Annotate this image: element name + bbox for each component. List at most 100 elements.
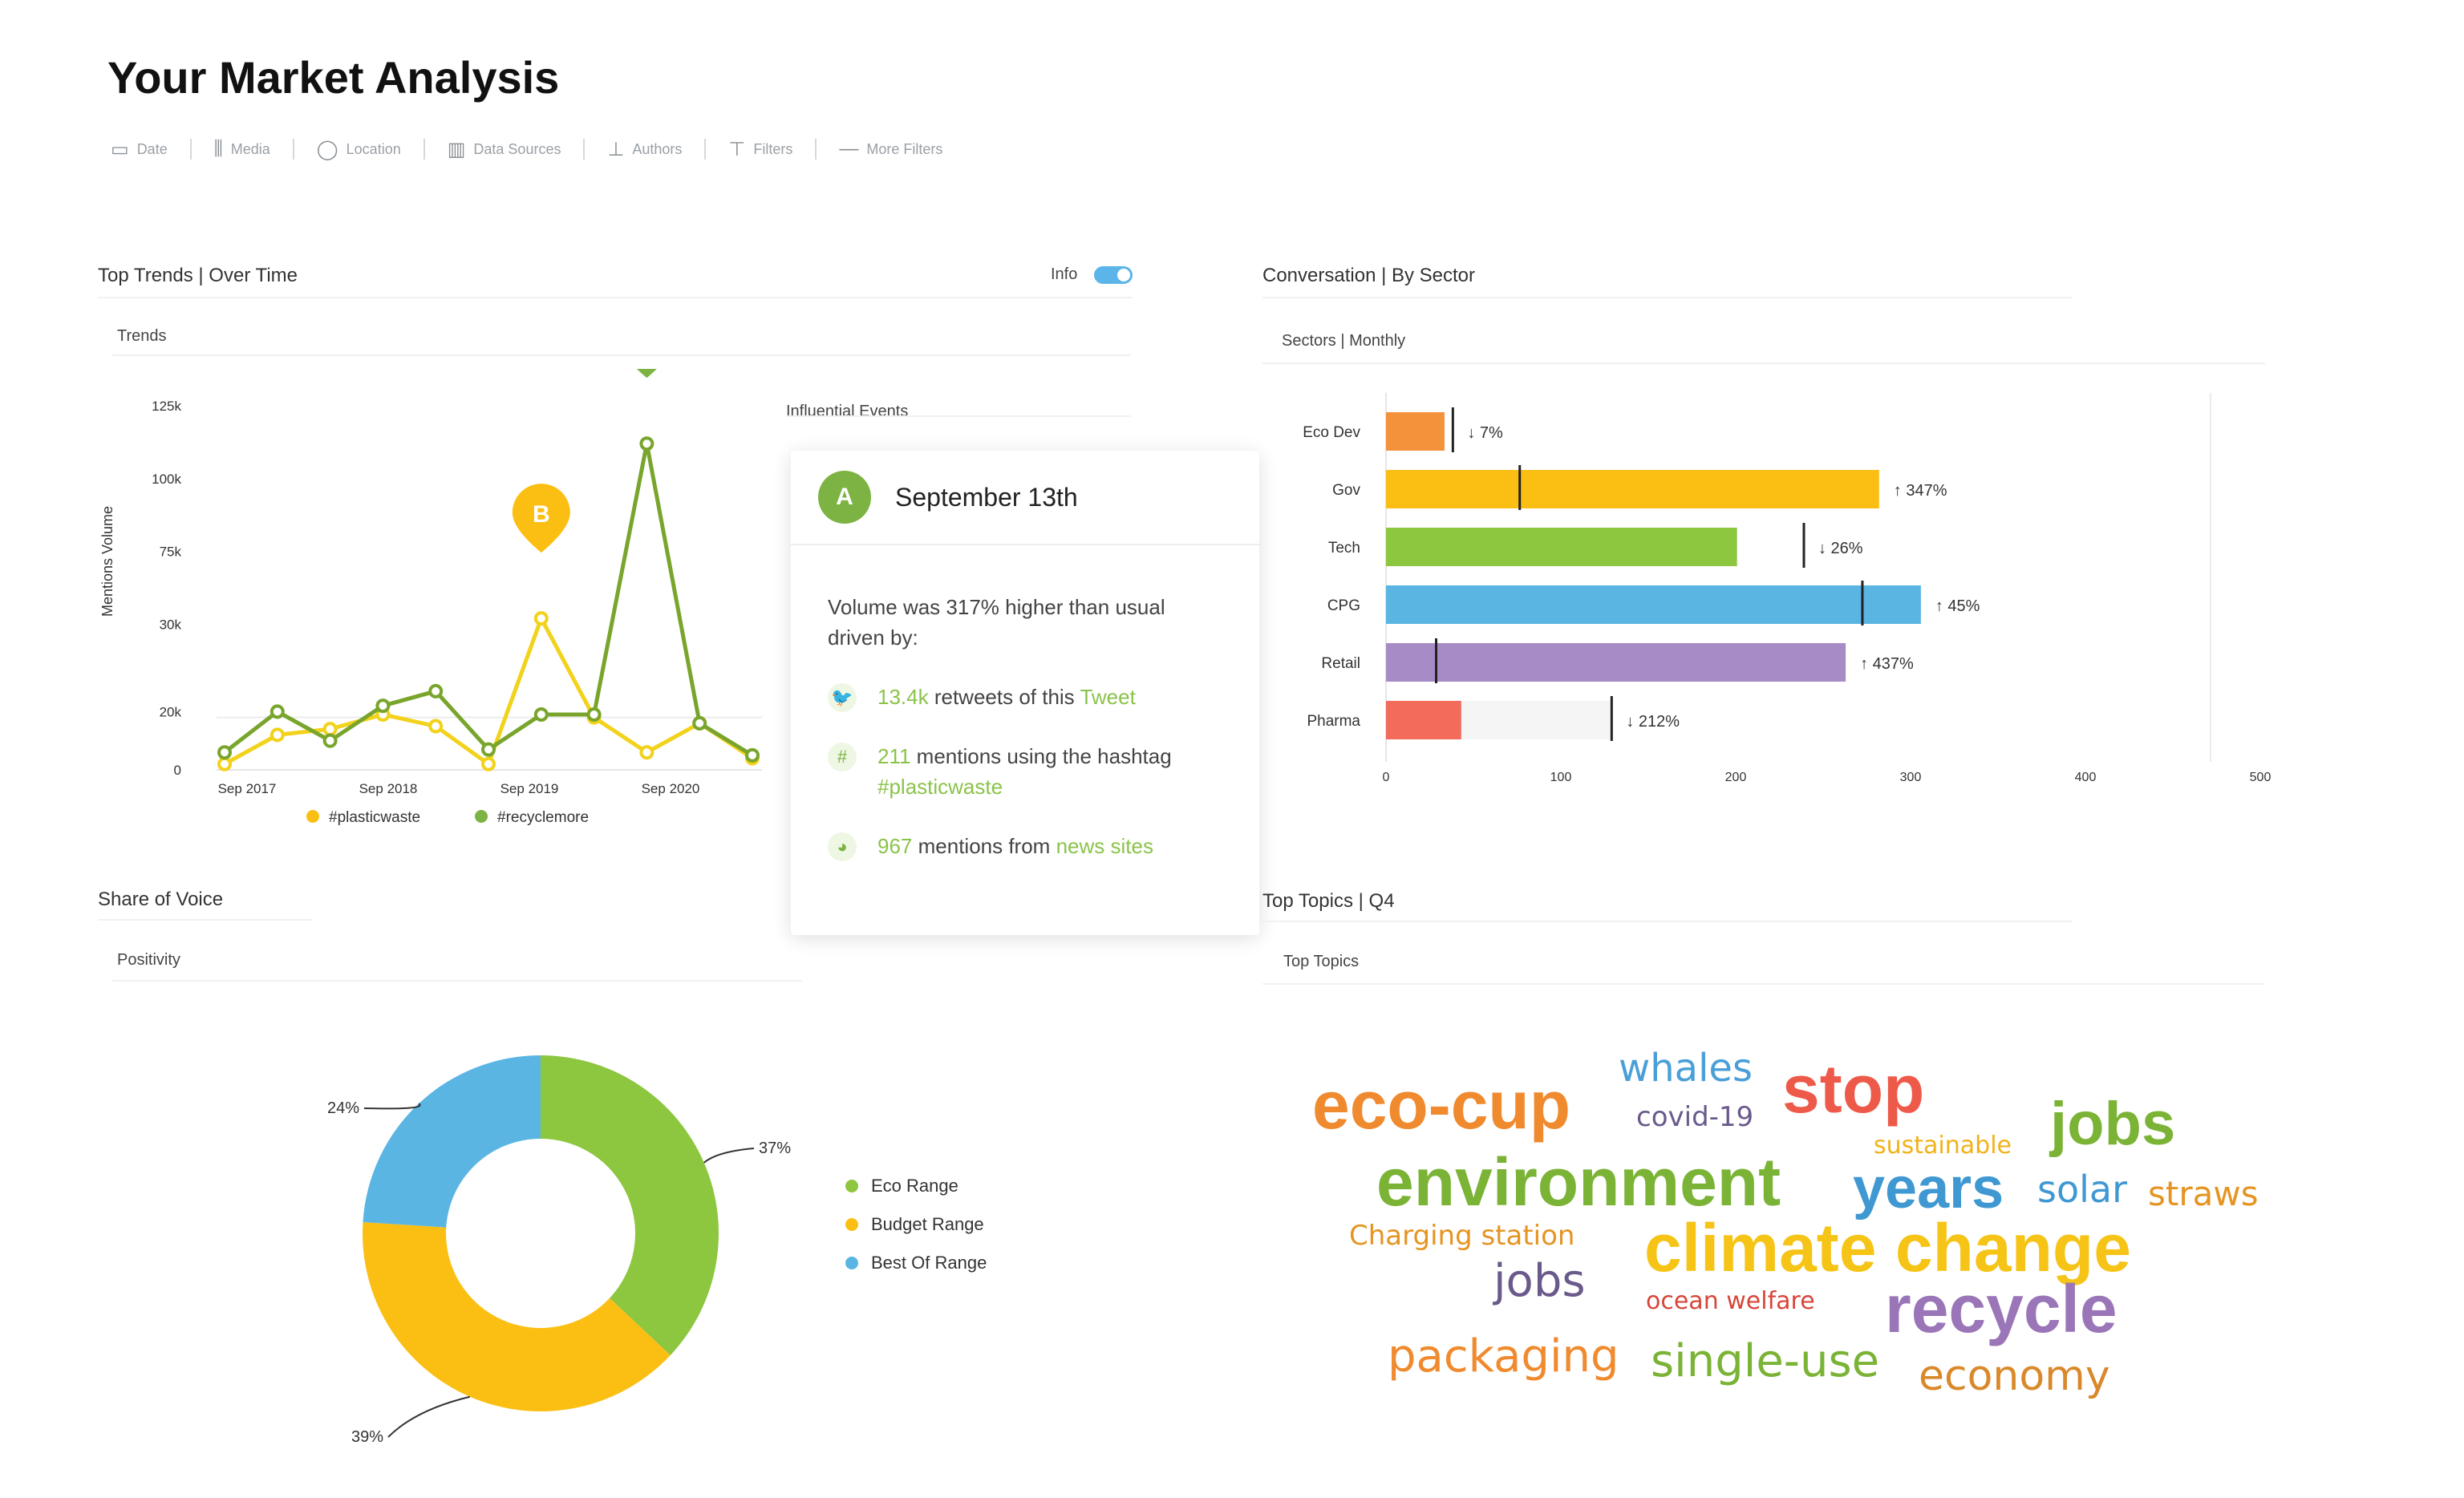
data-point[interactable] [322,733,338,748]
legend-label: Eco Range [871,1176,958,1196]
driver-link[interactable]: news sites [1056,834,1153,858]
data-point[interactable] [270,727,285,743]
topic-word[interactable]: solar [2037,1168,2127,1211]
data-point[interactable] [639,436,654,451]
toolbar-separator [583,139,586,160]
donut-slice-blue[interactable] [363,1055,541,1228]
toolbar-item-label: Filters [753,140,793,157]
topic-word[interactable]: single-use [1651,1335,1880,1387]
bar-category-label: Tech [1328,540,1360,557]
topic-word[interactable]: sustainable [1874,1132,2012,1160]
toolbar-item-date[interactable]: ▭ Date [111,138,168,161]
bar-tech[interactable] [1386,528,1737,566]
divider [1262,297,2073,298]
legend-label: Budget Range [871,1214,984,1234]
donut-slice-green[interactable] [541,1055,719,1355]
topic-word[interactable]: ocean welfare [1646,1287,1815,1315]
topic-word[interactable]: stop [1782,1051,1925,1127]
slice-percent-label: 39% [351,1428,383,1446]
data-point[interactable] [375,698,391,714]
slice-leader-line [363,1103,421,1110]
data-point[interactable] [428,719,444,734]
toolbar-item-location[interactable]: ◯ Location [317,138,401,161]
y-tick-label: 20k [160,704,182,719]
topic-word[interactable]: straws [2148,1174,2259,1213]
topic-word[interactable]: packaging [1388,1330,1619,1383]
info-toggle-label: Info [1051,265,1078,283]
bar-gov[interactable] [1386,470,1879,508]
data-point[interactable] [270,704,285,719]
bar-cpg[interactable] [1386,585,1921,624]
topic-word[interactable]: jobs [1493,1255,1586,1307]
driver-text: 967 mentions from news sites [877,831,1214,861]
driver-text: 13.4k retweets of this Tweet [877,682,1214,712]
topic-word[interactable]: eco-cup [1312,1067,1571,1143]
bar-retail[interactable] [1386,643,1846,682]
donut-slice-yellow[interactable] [362,1222,671,1411]
share-legend: Eco Range Budget Range Best Of Range [845,1176,987,1291]
topic-word[interactable]: environment [1376,1144,1781,1220]
topic-word[interactable]: recycle [1885,1271,2118,1346]
topic-word[interactable]: economy [1919,1352,2110,1400]
bar-pharma[interactable] [1386,701,1461,739]
toolbar-item-label: Location [346,140,401,157]
columns-icon: ▥ [447,138,466,160]
toolbar-separator [423,139,425,160]
toolbar-item-data-sources[interactable]: ▥ Data Sources [448,138,561,161]
driver-description: mentions from [912,834,1056,858]
driver-count: 967 [877,834,913,858]
toolbar-item-filters[interactable]: ⊤ Filters [728,138,792,161]
slice-percent-label: 37% [759,1140,791,1157]
toolbar-item-label: More Filters [866,140,943,157]
series-line-yellow [223,616,754,767]
data-point[interactable] [217,745,232,760]
event-marker-b[interactable]: B [512,484,570,553]
divider [1262,983,2265,985]
data-point[interactable] [322,722,338,737]
divider [1262,921,2073,922]
topic-word[interactable]: whales [1619,1046,1753,1091]
toolbar-item-media[interactable]: ⫼ Media [214,138,270,160]
event-detail-card[interactable]: A September 13th Volume was 317% higher … [791,451,1259,935]
data-point[interactable] [586,706,602,722]
data-point[interactable] [745,747,760,763]
data-point[interactable] [639,745,654,760]
event-date: September 13th [895,482,1078,512]
data-point[interactable] [481,742,496,757]
driver-link[interactable]: #plasticwaste [877,775,1003,799]
bar-chart-icon: ⫼ [213,138,223,160]
event-summary: Volume was 317% higher than usual driven… [828,595,1165,650]
card-header: A September 13th [791,451,1259,545]
user-icon: ⊥ [607,138,625,160]
topic-word[interactable]: jobs [2050,1090,2176,1158]
topics-title: Top Topics | Q4 [1262,890,1395,912]
data-point[interactable] [692,715,707,731]
x-tick-label: 500 [2250,771,2272,784]
toolbar-item-authors[interactable]: ⊥ Authors [607,138,682,161]
topic-word[interactable]: Charging station [1349,1220,1575,1252]
x-tick-label: 0 [1383,771,1390,784]
data-point[interactable] [533,611,549,626]
divider [1262,362,2265,364]
series-line-green [223,441,754,757]
twitter-icon: 🐦 [828,683,857,712]
topic-word[interactable]: covid-19 [1636,1101,1754,1133]
data-point[interactable] [533,706,549,722]
info-toggle[interactable] [1094,266,1133,284]
data-point[interactable] [217,756,232,771]
toolbar-item-more-filters[interactable]: — More Filters [839,138,942,160]
legend-label: #recyclemore [497,809,589,826]
toolbar-item-label: Authors [632,140,683,157]
data-point[interactable] [428,683,444,698]
conversation-subtitle: Sectors | Monthly [1282,332,1406,350]
bar-eco-dev[interactable] [1386,412,1445,451]
data-point[interactable] [481,756,496,771]
topic-word[interactable]: years [1853,1156,2004,1221]
topic-word[interactable]: climate change [1644,1210,2131,1285]
event-marker-a[interactable]: A [618,369,675,379]
topics-subtitle: Top Topics [1283,953,1360,970]
y-tick-label: 30k [160,617,182,632]
driver-link[interactable]: Tweet [1080,685,1136,709]
slice-leader-line [703,1148,755,1164]
bar-change-label: ↑ 347% [1894,482,1947,500]
